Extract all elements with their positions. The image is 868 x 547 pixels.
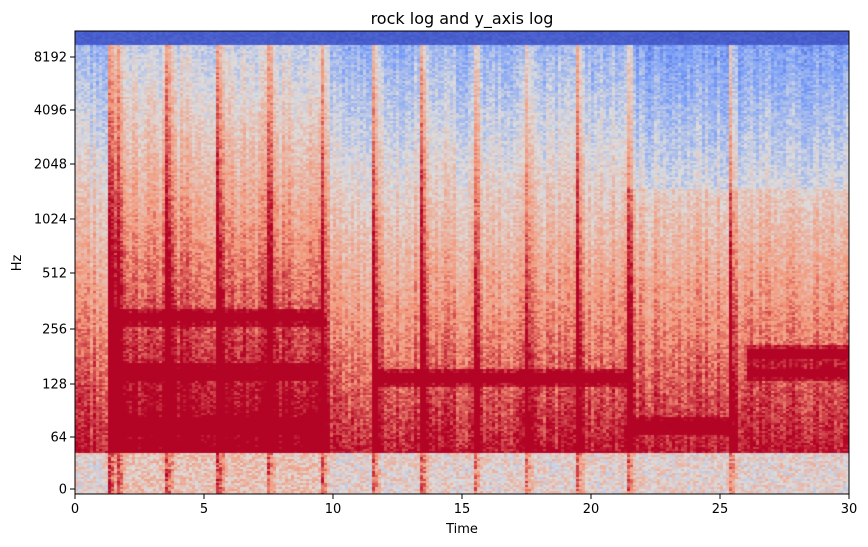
x-axis-label: Time [445,522,478,537]
y-tick-label: 2048 [34,158,67,173]
chart-title: rock log and y_axis log [371,9,554,29]
y-tick-label: 1024 [34,213,67,228]
x-axis: 0 5 10 15 20 25 30 [71,494,857,517]
x-tick-label: 30 [841,502,858,517]
y-tick-label: 64 [50,431,67,446]
y-tick-label: 8192 [34,51,67,66]
y-tick-label: 4096 [34,104,67,119]
x-tick-label: 25 [712,502,729,517]
y-tick-label: 256 [42,323,67,338]
x-tick-label: 10 [325,502,342,517]
x-tick-label: 15 [454,502,471,517]
x-tick-label: 0 [71,502,79,517]
spectrogram-heatmap [75,31,849,494]
y-tick-label: 128 [42,378,67,393]
y-tick-label: 0 [59,483,67,498]
y-axis-label: Hz [10,255,25,272]
spectrogram-image [75,31,849,494]
x-tick-label: 5 [200,502,208,517]
y-tick-label: 512 [42,267,67,282]
x-tick-label: 20 [583,502,600,517]
y-axis: 0 64 128 256 512 1024 2048 4096 8192 [34,51,75,498]
